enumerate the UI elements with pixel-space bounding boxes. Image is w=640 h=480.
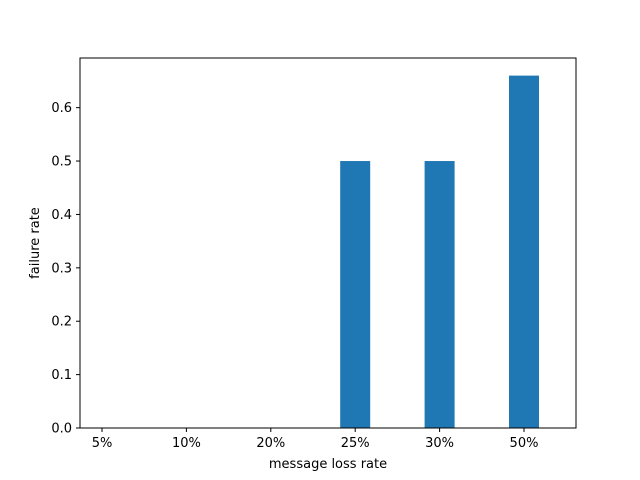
x-axis-label: message loss rate xyxy=(269,457,387,472)
bar-4 xyxy=(424,161,455,429)
bar-3 xyxy=(340,161,371,429)
y-tick-label-3: 0.3 xyxy=(51,261,72,276)
y-axis-label: failure rate xyxy=(28,207,43,279)
y-tick-label-0: 0.0 xyxy=(51,422,72,437)
y-tick-label-6: 0.6 xyxy=(51,101,72,116)
bars-layer xyxy=(340,75,539,429)
plot-frame xyxy=(79,57,577,429)
x-tick-label-0: 5% xyxy=(92,436,113,451)
x-tick-label-2: 20% xyxy=(256,436,285,451)
x-tick-label-3: 25% xyxy=(341,436,370,451)
x-tick-label-5: 50% xyxy=(510,436,539,451)
y-tick-label-5: 0.5 xyxy=(51,155,72,170)
y-tick-label-2: 0.2 xyxy=(51,315,72,330)
x-tick-label-4: 30% xyxy=(425,436,454,451)
x-tick-label-1: 10% xyxy=(172,436,201,451)
y-tick-label-1: 0.1 xyxy=(51,368,72,383)
y-tick-label-4: 0.4 xyxy=(51,208,72,223)
bar-5 xyxy=(509,75,539,429)
ticks-layer: 5% 10% 20% 25% 30% 50% 0.0 0.1 0.2 0.3 0.4 0.5 0.6 xyxy=(51,101,538,451)
